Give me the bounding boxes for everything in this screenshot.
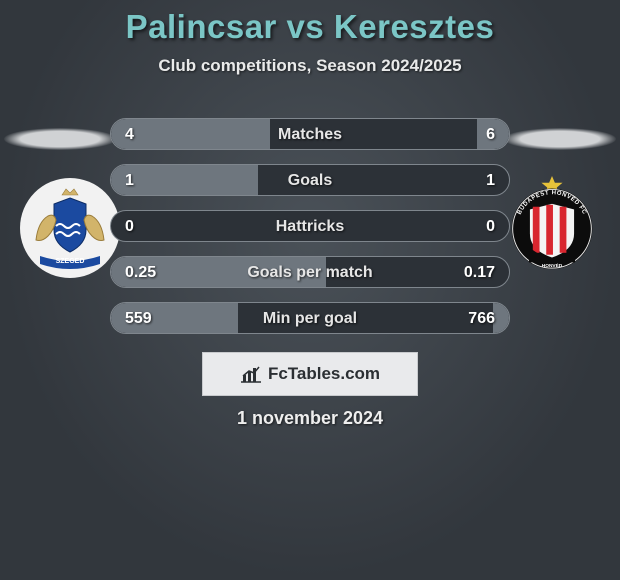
stat-label: Goals xyxy=(111,165,509,196)
stat-label: Goals per match xyxy=(111,257,509,288)
brand-box[interactable]: FcTables.com xyxy=(202,352,418,396)
comparison-subtitle: Club competitions, Season 2024/2025 xyxy=(0,56,620,76)
stat-label: Min per goal xyxy=(111,303,509,334)
left-player-shadow xyxy=(4,128,116,150)
stat-row: 11Goals xyxy=(110,164,510,196)
stat-row: 559766Min per goal xyxy=(110,302,510,334)
page-title: Palincsar vs Keresztes xyxy=(0,0,620,46)
stat-label: Hattricks xyxy=(111,211,509,242)
shield-icon: BUDAPEST HONVÉD FC HONVÉD xyxy=(504,176,600,272)
footer-date: 1 november 2024 xyxy=(0,408,620,429)
crest-left-label: SZEGED xyxy=(56,258,85,265)
bars-icon xyxy=(240,365,262,383)
brand-text: FcTables.com xyxy=(268,364,380,384)
left-team-crest: SZEGED xyxy=(20,178,120,278)
stat-row: 46Matches xyxy=(110,118,510,150)
stat-row: 00Hattricks xyxy=(110,210,510,242)
right-player-shadow xyxy=(504,128,616,150)
stat-row: 0.250.17Goals per match xyxy=(110,256,510,288)
stat-label: Matches xyxy=(111,119,509,150)
right-team-crest: BUDAPEST HONVÉD FC HONVÉD xyxy=(504,176,600,272)
shield-icon: SZEGED xyxy=(20,178,120,278)
stats-container: 46Matches 11Goals 00Hattricks 0.250.17Goals… xyxy=(110,118,510,348)
